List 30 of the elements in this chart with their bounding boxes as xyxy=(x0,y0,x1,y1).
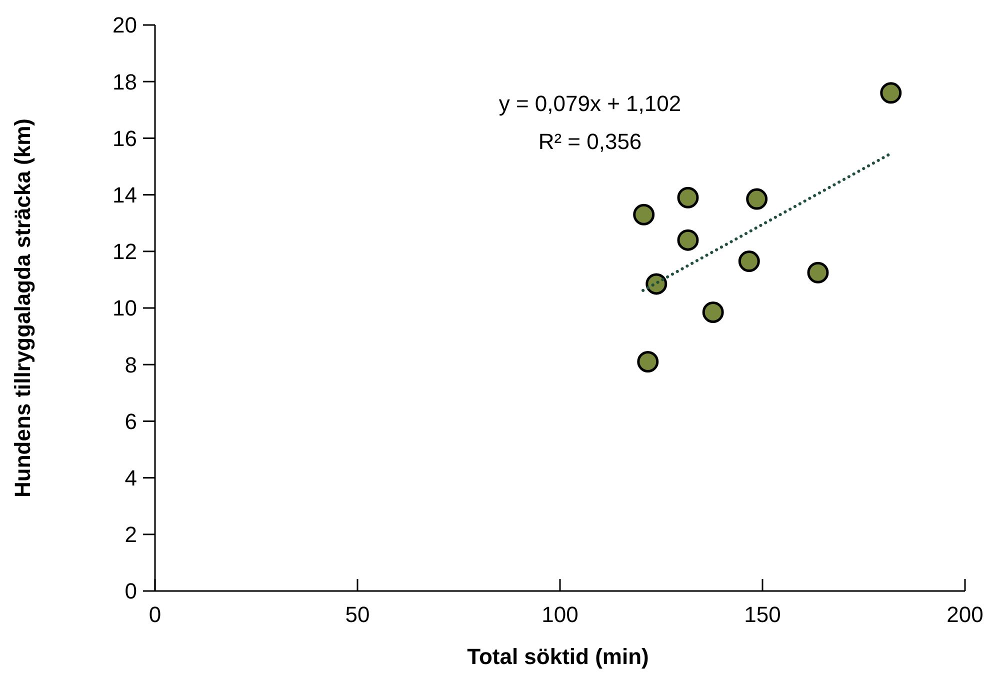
x-tick-label: 50 xyxy=(345,602,370,627)
x-tick-label: 150 xyxy=(744,602,781,627)
point xyxy=(702,301,724,323)
y-tick-label: 10 xyxy=(112,296,137,321)
y-tick-label: 0 xyxy=(124,578,137,604)
y-tick-label: 6 xyxy=(124,408,137,434)
point xyxy=(646,273,668,295)
point xyxy=(677,229,699,251)
annotation: y = 0,079x + 1,102 xyxy=(498,91,682,116)
annotation: R² = 0,356 xyxy=(538,129,642,154)
y-tick-label: 14 xyxy=(112,182,137,208)
y-tick-label: 12 xyxy=(112,239,137,264)
y-tick-label: 20 xyxy=(112,12,137,38)
x-tick-label: 100 xyxy=(542,602,578,627)
y-tick-label: 4 xyxy=(124,466,137,490)
y-tick-label: 18 xyxy=(112,69,137,94)
point xyxy=(807,262,829,284)
point xyxy=(637,351,659,373)
y-tick-label: 16 xyxy=(112,126,137,151)
x-tick-label: 0 xyxy=(148,602,162,627)
point xyxy=(677,186,699,208)
x-axis-title: Total söktid (min) xyxy=(467,644,649,669)
point xyxy=(633,204,655,226)
x-tick-label: 200 xyxy=(946,602,984,627)
point xyxy=(738,250,760,272)
y-axis-title: Hundens tillryggalagda sträcka (km) xyxy=(10,118,35,498)
y-tick-label: 8 xyxy=(124,352,137,378)
point xyxy=(746,188,768,210)
y-tick-label: 2 xyxy=(124,522,137,548)
point xyxy=(880,82,902,104)
